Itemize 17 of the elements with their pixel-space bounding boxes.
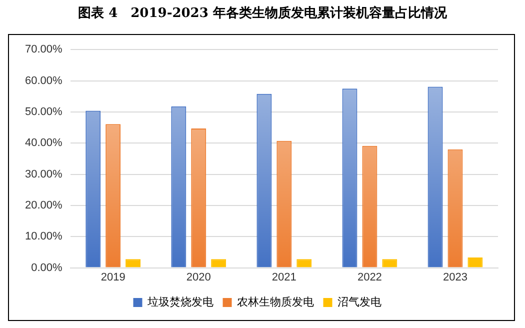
y-tick-label: 40.00% (24, 137, 63, 150)
chart-title: 图表 4 2019-2023 年各类生物质发电累计装机容量占比情况 (77, 4, 448, 22)
legend-label: 垃圾焚烧发电 (146, 296, 214, 309)
y-tick-label: 20.00% (24, 199, 63, 212)
x-tick-label: 2020 (186, 271, 211, 284)
x-tick-label: 2021 (272, 271, 296, 284)
y-tick-label: 70.00% (24, 44, 63, 56)
x-tick-label: 2022 (357, 271, 382, 284)
legend-label: 沼气发电 (337, 296, 382, 309)
legend-label: 农林生物质发电 (236, 296, 314, 309)
x-tick-label: 2023 (442, 271, 468, 284)
x-tick-label: 2019 (100, 271, 126, 284)
y-tick-label: 50.00% (24, 106, 63, 118)
y-tick-label: 10.00% (24, 230, 63, 243)
y-tick-label: 60.00% (24, 74, 63, 87)
y-tick-label: 30.00% (24, 168, 63, 180)
y-tick-label: 0.00% (31, 262, 63, 274)
